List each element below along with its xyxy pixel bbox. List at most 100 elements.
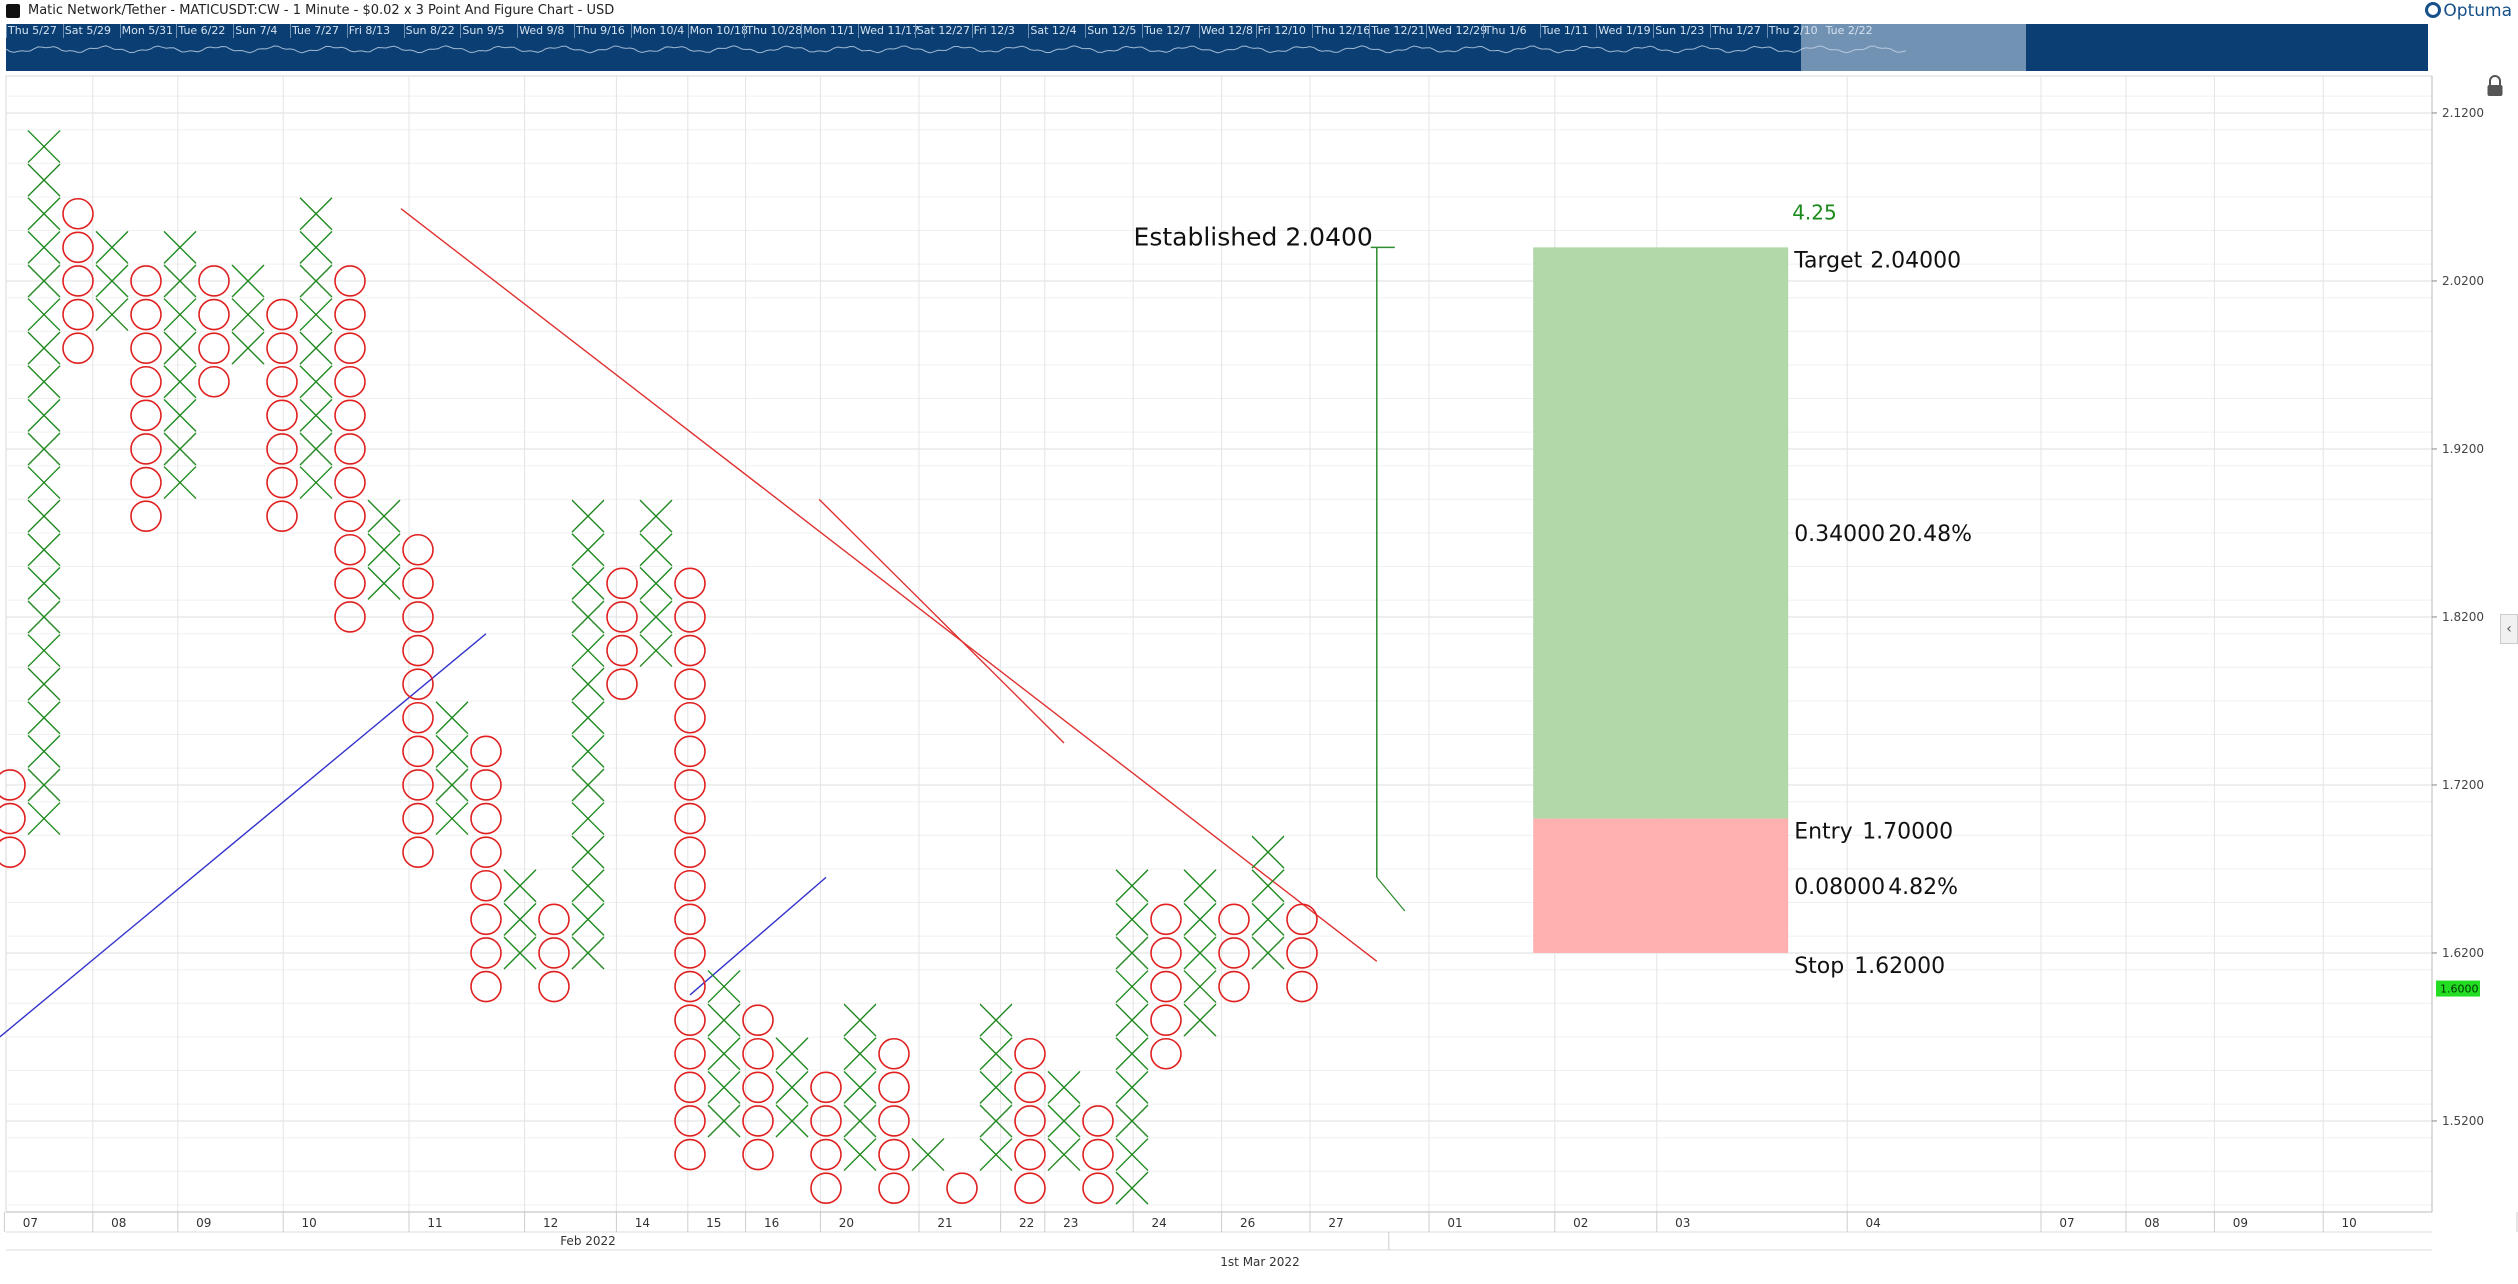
pnf-o-mark [334, 365, 366, 398]
pnf-o-mark [130, 500, 162, 532]
navigator-date-label: Fri 12/10 [1257, 24, 1306, 37]
x-axis-label: 16 [764, 1216, 779, 1230]
pnf-o-mark [810, 1138, 842, 1171]
pnf-o-mark [1150, 937, 1182, 969]
pnf-o-mark [878, 1172, 910, 1204]
established-label: Established 2.0400 [1134, 222, 1373, 251]
plot-area [5, 75, 2433, 1213]
x-axis-label: 01 [1447, 1216, 1462, 1230]
navigator-date-label: Thu 12/16 [1314, 24, 1371, 37]
navigator-tick [346, 24, 348, 38]
pnf-o-mark [878, 1037, 910, 1070]
pnf-x-mark [1183, 902, 1217, 936]
pnf-o-mark [62, 265, 94, 297]
pnf-x-mark [1115, 1070, 1149, 1104]
pnf-o-mark [402, 802, 434, 835]
pnf-x-mark [435, 802, 469, 836]
pnf-o-mark [470, 735, 502, 768]
navigator-date-label: Thu 5/27 [8, 24, 57, 37]
navigator-date-label: Sun 7/4 [235, 24, 278, 37]
pnf-o-mark [674, 937, 706, 969]
pnf-x-mark [163, 331, 197, 365]
navigator-date-label: Thu 1/27 [1712, 24, 1761, 37]
navigator-tick [62, 24, 64, 38]
navigator-tick [1482, 24, 1484, 38]
pnf-o-mark [130, 399, 162, 432]
x-axis-label: 12 [543, 1216, 558, 1230]
pnf-o-mark [606, 567, 638, 600]
pnf-o-mark [1082, 1105, 1114, 1137]
navigator-sparkline [6, 45, 1907, 54]
pnf-x-mark [707, 970, 741, 1004]
navigator-date-label: Wed 12/29 [1428, 24, 1488, 37]
x-axis-label: 09 [2233, 1216, 2248, 1230]
pnf-o-mark [198, 298, 230, 331]
pnf-x-mark [231, 264, 265, 298]
pnf-x-mark [843, 1070, 877, 1104]
pnf-o-mark [674, 1004, 706, 1036]
y-axis-label: 1.5200 [2442, 1114, 2484, 1128]
pnf-x-mark [299, 432, 333, 466]
entry-value: 1.70000 [1862, 820, 1953, 845]
pnf-x-mark [639, 634, 673, 668]
navigator-tick [630, 24, 632, 38]
pnf-x-mark [163, 264, 197, 298]
y-axis-label: 1.6200 [2442, 946, 2484, 960]
pnf-x-mark [27, 768, 61, 802]
pnf-o-mark [1082, 1138, 1114, 1171]
navigator-strip[interactable]: Thu 5/27 Sat 5/29 Mon 5/31 Tue 6/22 Sun 7/4 T… [6, 24, 2428, 71]
x-axis-label: 24 [1152, 1216, 1167, 1230]
navigator-date-label: Fri 12/3 [973, 24, 1015, 37]
pnf-o-mark [878, 1138, 910, 1171]
pnf-o-mark [1082, 1172, 1114, 1204]
pnf-x-mark [1115, 936, 1149, 970]
pnf-x-mark [27, 734, 61, 768]
pnf-o-mark [742, 1105, 774, 1137]
pnf-o-mark [810, 1071, 842, 1104]
pnf-x-mark [27, 264, 61, 298]
x-axis-label: 27 [1328, 1216, 1343, 1230]
pnf-o-mark [810, 1172, 842, 1204]
navigator-window-handle[interactable] [1801, 24, 2026, 71]
pnf-o-mark [130, 466, 162, 499]
pnf-x-mark [1183, 1003, 1217, 1037]
current-price-badge [2436, 980, 2480, 997]
collapse-panel-button[interactable]: ‹ [2500, 614, 2518, 644]
navigator-tick [801, 24, 803, 38]
pnf-o-mark [878, 1071, 910, 1104]
pnf-o-mark [674, 1037, 706, 1070]
navigator-date-label: Tue 12/21 [1371, 24, 1426, 37]
x-axis-label: 03 [1675, 1216, 1690, 1230]
navigator-tick [119, 24, 121, 38]
trendline [818, 498, 1065, 744]
navigator-tick [1653, 24, 1655, 38]
pnf-o-mark [674, 836, 706, 868]
navigator-date-label: Mon 10/4 [632, 24, 685, 37]
pnf-x-mark [571, 902, 605, 936]
lock-button[interactable] [2484, 74, 2506, 98]
navigator-date-label: Tue 12/7 [1144, 24, 1191, 37]
x-axis-label: 15 [706, 1216, 721, 1230]
pnf-o-mark [198, 332, 230, 364]
pnf-o-mark [1150, 903, 1182, 936]
pnf-x-mark [1251, 902, 1285, 936]
pnf-o-mark [1150, 1037, 1182, 1070]
navigator-tick [1198, 24, 1200, 38]
pnf-x-mark [27, 398, 61, 432]
pnf-o-mark [130, 433, 162, 465]
pnf-o-mark [266, 332, 298, 364]
pnf-x-mark [163, 398, 197, 432]
navigator-tick [1369, 24, 1371, 38]
pnf-x-mark [639, 600, 673, 634]
x-axis-label: 21 [937, 1216, 952, 1230]
navigator-date-label: Wed 9/8 [519, 24, 565, 37]
pnf-x-mark [367, 533, 401, 567]
pnf-x-mark [1183, 970, 1217, 1004]
y-axis-label: 1.9200 [2442, 442, 2484, 456]
pnf-o-mark [1218, 903, 1250, 936]
pnf-o-mark [402, 533, 434, 566]
navigator-date-label: Thu 2/10 [1768, 24, 1818, 37]
pnf-x-mark [27, 466, 61, 500]
navigator-tick [1766, 24, 1768, 38]
